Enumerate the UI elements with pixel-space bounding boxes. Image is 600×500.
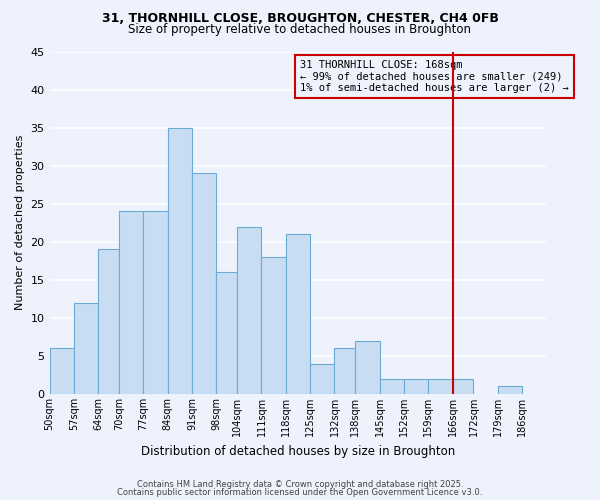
Bar [310, 364, 334, 394]
Bar [404, 379, 428, 394]
Bar [98, 250, 119, 394]
Bar [217, 272, 237, 394]
Bar [286, 234, 310, 394]
Bar [428, 379, 452, 394]
Bar [119, 212, 143, 394]
Text: 31, THORNHILL CLOSE, BROUGHTON, CHESTER, CH4 0FB: 31, THORNHILL CLOSE, BROUGHTON, CHESTER,… [101, 12, 499, 26]
Bar [50, 348, 74, 394]
Text: Contains public sector information licensed under the Open Government Licence v3: Contains public sector information licen… [118, 488, 482, 497]
Bar [237, 226, 262, 394]
X-axis label: Distribution of detached houses by size in Broughton: Distribution of detached houses by size … [141, 444, 455, 458]
Bar [355, 340, 380, 394]
Text: Contains HM Land Registry data © Crown copyright and database right 2025.: Contains HM Land Registry data © Crown c… [137, 480, 463, 489]
Text: Size of property relative to detached houses in Broughton: Size of property relative to detached ho… [128, 22, 472, 36]
Bar [262, 257, 286, 394]
Bar [192, 174, 217, 394]
Bar [143, 212, 167, 394]
Bar [380, 379, 404, 394]
Y-axis label: Number of detached properties: Number of detached properties [15, 135, 25, 310]
Bar [334, 348, 355, 394]
Bar [452, 379, 473, 394]
Text: 31 THORNHILL CLOSE: 168sqm
← 99% of detached houses are smaller (249)
1% of semi: 31 THORNHILL CLOSE: 168sqm ← 99% of deta… [301, 60, 569, 94]
Bar [498, 386, 522, 394]
Bar [74, 302, 98, 394]
Bar [167, 128, 192, 394]
